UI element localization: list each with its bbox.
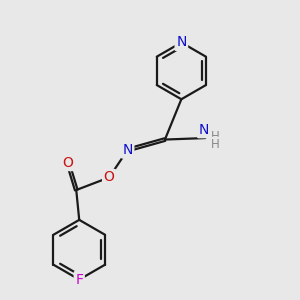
Text: O: O bbox=[62, 155, 73, 170]
Text: N: N bbox=[199, 123, 209, 137]
Text: H: H bbox=[210, 138, 219, 151]
Text: N: N bbox=[176, 35, 187, 50]
Text: O: O bbox=[104, 170, 115, 184]
Text: F: F bbox=[75, 273, 83, 286]
Text: N: N bbox=[122, 143, 133, 157]
Text: H: H bbox=[210, 130, 219, 143]
